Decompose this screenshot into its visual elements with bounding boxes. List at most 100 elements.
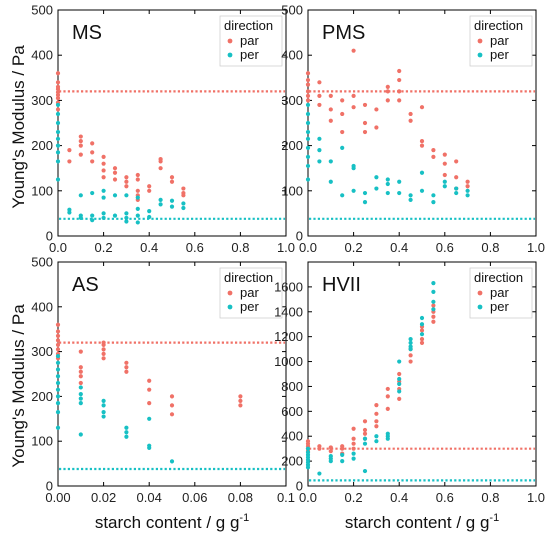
data-point-par xyxy=(465,179,470,184)
y-tick-label: 300 xyxy=(31,344,53,359)
y-tick-label: 800 xyxy=(281,379,303,394)
data-point-par xyxy=(112,166,118,171)
data-point-per xyxy=(124,193,129,198)
x-axis-title-right: starch content / g g-1 xyxy=(345,512,499,532)
data-point-per xyxy=(55,380,61,386)
x-tick-label: 0.2 xyxy=(345,490,363,505)
legend-marker-par xyxy=(477,38,483,44)
data-point-per xyxy=(362,468,368,474)
data-point-per xyxy=(55,102,61,108)
data-point-per xyxy=(101,403,106,408)
legend-label-par: par xyxy=(490,285,509,300)
data-point-per xyxy=(158,197,163,202)
data-point-per xyxy=(101,188,106,193)
data-point-per xyxy=(90,218,95,223)
y-tick-label: 1400 xyxy=(274,304,303,319)
y-tick-label: 600 xyxy=(281,404,303,419)
data-point-par xyxy=(442,172,447,178)
x-tick-label: 0.2 xyxy=(95,240,113,255)
data-point-per xyxy=(397,381,402,387)
data-point-per xyxy=(55,353,61,359)
legend-marker-par xyxy=(477,290,483,296)
y-tick-label: 200 xyxy=(31,138,53,153)
y-axis-title-top: Young's Modulus / Pa xyxy=(9,45,28,209)
data-point-par xyxy=(351,48,356,53)
data-point-per xyxy=(431,307,436,312)
legend-marker-per xyxy=(477,304,483,310)
data-point-par xyxy=(419,138,425,144)
data-point-per xyxy=(55,136,61,141)
data-point-per xyxy=(351,166,356,171)
y-tick-label: 100 xyxy=(31,434,53,449)
y-tick-label: 0 xyxy=(46,479,53,494)
x-axis-title-left: starch content / g g-1 xyxy=(95,512,249,532)
data-point-per xyxy=(385,181,390,187)
data-point-per xyxy=(465,188,470,193)
x-axis-title-left-main: starch content / g g xyxy=(95,513,240,532)
data-point-per xyxy=(408,340,413,345)
data-point-per xyxy=(305,446,311,451)
data-point-per xyxy=(305,145,311,150)
legend-marker-per xyxy=(227,52,233,58)
x-axis-title-right-exp: -1 xyxy=(489,512,499,524)
data-point-par xyxy=(397,371,402,377)
panel-as: 0 100 200 300 400 500 0.00 0.02 0.04 0.06 0.08 0.1 A… xyxy=(31,255,295,506)
legend-label-par: par xyxy=(490,33,509,48)
series-par xyxy=(55,71,186,202)
data-point-per xyxy=(305,102,311,108)
data-point-par xyxy=(397,98,402,103)
data-point-par xyxy=(238,394,243,399)
data-point-par xyxy=(112,177,118,182)
legend-label-par: par xyxy=(240,285,259,300)
x-tick-label: 0.08 xyxy=(228,490,253,505)
data-point-par xyxy=(385,406,390,411)
data-point-par xyxy=(55,107,61,112)
data-point-per xyxy=(147,445,152,451)
series-per xyxy=(305,102,470,205)
data-point-par xyxy=(454,159,459,164)
data-point-par xyxy=(397,68,402,74)
legend-title: direction xyxy=(474,270,523,285)
data-point-per xyxy=(101,211,106,216)
data-point-per xyxy=(397,389,402,394)
y-tick-label: 500 xyxy=(281,3,303,18)
data-point-per xyxy=(55,129,61,135)
x-tick-label: 0.4 xyxy=(140,240,158,255)
data-point-per xyxy=(78,385,83,390)
x-tick-label: 0.6 xyxy=(436,490,454,505)
data-point-per xyxy=(431,193,436,198)
data-point-par xyxy=(351,446,356,451)
data-point-per xyxy=(340,452,345,457)
y-tick-label: 500 xyxy=(31,255,53,270)
data-point-per xyxy=(317,148,322,153)
data-point-per xyxy=(397,359,402,364)
x-tick-label: 0.8 xyxy=(481,240,499,255)
data-point-par xyxy=(374,419,379,424)
x-tick-label: 0.8 xyxy=(481,490,499,505)
data-point-par xyxy=(78,380,83,386)
data-point-per xyxy=(385,436,390,441)
data-point-per xyxy=(351,451,356,456)
data-point-per xyxy=(465,193,470,198)
data-point-per xyxy=(101,195,106,200)
legend-title: direction xyxy=(474,18,523,33)
data-point-per xyxy=(340,459,345,464)
data-point-per xyxy=(351,188,356,193)
data-point-par xyxy=(305,98,311,103)
legend-label-per: per xyxy=(240,299,259,314)
series-par xyxy=(55,322,243,417)
data-point-par xyxy=(362,431,368,436)
data-point-per xyxy=(305,136,311,141)
y-tick-label: 100 xyxy=(31,183,53,198)
legend-label-per: per xyxy=(240,47,259,62)
series-per xyxy=(55,353,175,464)
y-tick-label: 400 xyxy=(281,429,303,444)
data-point-par xyxy=(55,322,61,327)
data-point-per xyxy=(147,214,152,220)
series-par xyxy=(305,48,470,191)
x-tick-label: 0.1 xyxy=(277,490,295,505)
data-point-par xyxy=(397,396,402,401)
data-point-per xyxy=(408,337,413,342)
data-point-par xyxy=(385,394,390,399)
